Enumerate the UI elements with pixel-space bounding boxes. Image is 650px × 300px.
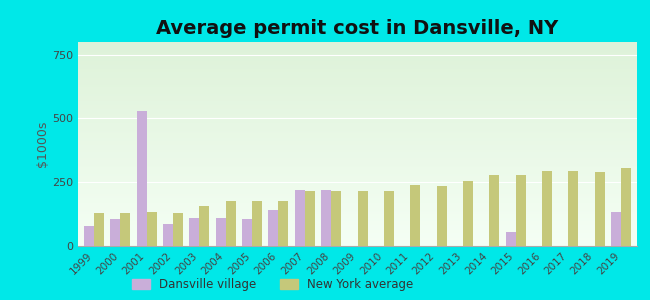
Bar (189, 218, 200, 246)
Bar (569, 171, 578, 246)
Y-axis label: $1000s: $1000s (36, 121, 49, 167)
Bar (384, 191, 394, 246)
Legend: Dansville village, New York average: Dansville village, New York average (133, 278, 413, 291)
Bar (294, 190, 305, 246)
Bar (621, 168, 631, 246)
Bar (163, 224, 173, 246)
Bar (305, 191, 315, 246)
Bar (331, 191, 341, 246)
Bar (321, 190, 331, 246)
Bar (84, 226, 94, 246)
Bar (611, 212, 621, 246)
Bar (110, 219, 120, 246)
Bar (489, 175, 499, 246)
Bar (542, 171, 552, 246)
Bar (595, 172, 605, 246)
Bar (515, 175, 526, 246)
Bar (268, 210, 278, 246)
Bar (437, 186, 447, 246)
Bar (200, 206, 209, 246)
Bar (278, 201, 289, 246)
Title: Average permit cost in Dansville, NY: Average permit cost in Dansville, NY (157, 19, 558, 38)
Bar (136, 111, 146, 246)
Bar (94, 213, 104, 246)
Bar (506, 232, 515, 246)
Bar (226, 201, 236, 246)
Bar (120, 213, 130, 246)
Bar (252, 201, 262, 246)
Bar (242, 219, 252, 246)
Bar (146, 212, 157, 246)
Bar (410, 185, 421, 246)
Bar (216, 218, 226, 246)
Bar (463, 181, 473, 246)
Bar (358, 191, 367, 246)
Bar (173, 213, 183, 246)
